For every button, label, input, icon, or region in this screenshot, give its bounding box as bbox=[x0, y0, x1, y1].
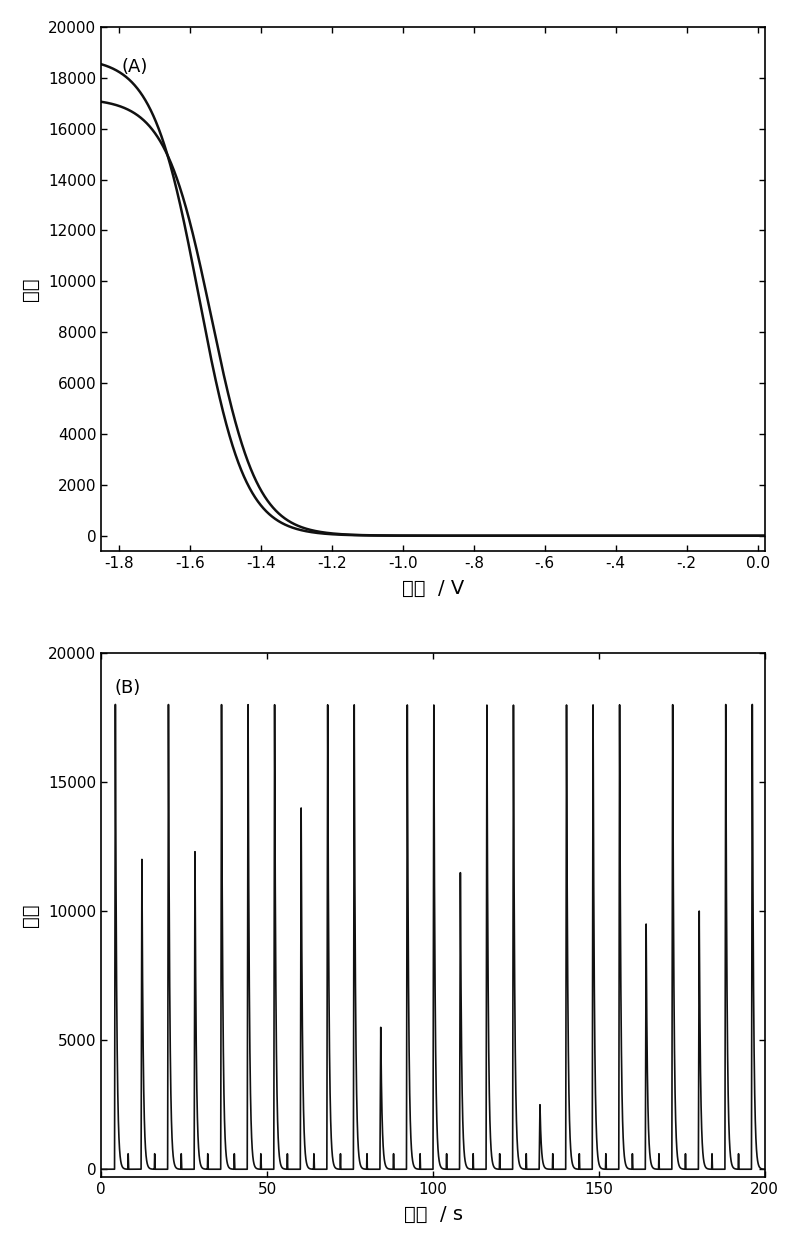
X-axis label: 电势  / V: 电势 / V bbox=[402, 579, 464, 598]
Y-axis label: 强度: 强度 bbox=[21, 903, 40, 926]
X-axis label: 时间  / s: 时间 / s bbox=[403, 1205, 462, 1224]
Text: (B): (B) bbox=[114, 679, 141, 697]
Y-axis label: 强度: 强度 bbox=[21, 278, 40, 300]
Text: (A): (A) bbox=[121, 59, 147, 76]
